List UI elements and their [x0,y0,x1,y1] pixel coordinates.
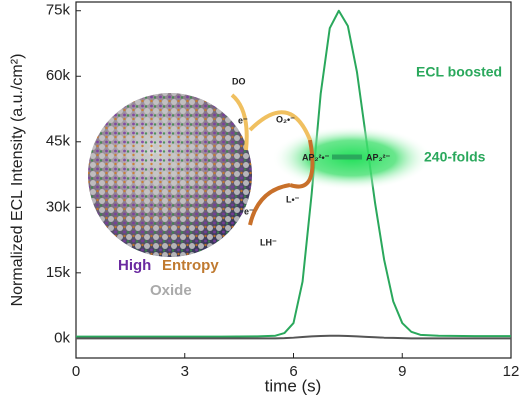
line-series [76,9,511,338]
x-tick-label: 3 [181,363,189,380]
annotation: L•⁻ [286,194,300,204]
y-tick-label: 75k [46,2,71,19]
annotation: 240-folds [424,149,486,165]
annotation: AP₂²•⁻ [302,152,330,162]
arrows [230,93,362,226]
annotation: LH⁻ [260,237,277,247]
line-series [76,334,511,340]
x-tick-label: 12 [503,363,520,380]
x-tick-label: 6 [289,363,297,380]
y-tick-label: 0k [54,329,70,346]
plot-area: 0 3 6 9 12 0k 15k 30k 45k 60k 75k [46,1,520,380]
y-tick-label: 60k [46,67,71,84]
annotation: Oxide [150,282,192,299]
annotation: e⁻ [238,115,248,125]
annotation: High [118,257,151,274]
y-tick-label: 45k [46,133,71,150]
annotation: DO [232,76,246,86]
annotation: O₂•⁻ [276,114,295,124]
annotation: Entropy [162,257,219,274]
nanoparticle [88,93,252,257]
y-tick-label: 30k [46,198,71,215]
x-axis-title: time (s) [265,376,322,395]
x-tick-label: 0 [72,363,80,380]
annotation: e⁻ [244,206,254,216]
annotation: AP₂²⁻ [366,152,390,162]
x-tick-label: 9 [398,363,406,380]
y-axis-title: Normalized ECL Intensity (a.u./cm²) [9,54,26,307]
y-tick-label: 15k [46,264,71,281]
annotation: ECL boosted [416,64,502,80]
